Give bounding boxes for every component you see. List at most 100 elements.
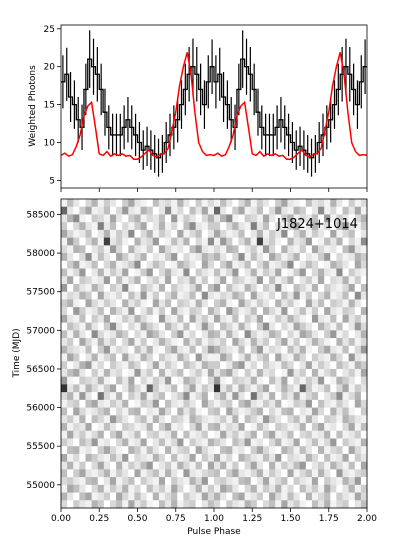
phaseogram-cell bbox=[244, 384, 252, 393]
phaseogram-cell bbox=[360, 461, 368, 470]
phaseogram-cell bbox=[311, 361, 319, 370]
phaseogram-cell bbox=[311, 423, 319, 432]
phaseogram-cell bbox=[67, 368, 74, 378]
phaseogram-cell bbox=[201, 338, 209, 347]
phaseogram-cell bbox=[67, 322, 74, 331]
phaseogram-cell bbox=[97, 299, 105, 308]
phaseogram-cell bbox=[256, 314, 264, 324]
phaseogram-cell bbox=[67, 237, 74, 246]
phaseogram-cell bbox=[195, 260, 203, 269]
phaseogram-cell bbox=[299, 446, 307, 455]
phaseogram-cell bbox=[128, 283, 135, 293]
phaseogram-cell bbox=[85, 361, 92, 370]
phaseogram-cell bbox=[348, 268, 356, 277]
phaseogram-cell bbox=[103, 430, 111, 439]
phaseogram-cell bbox=[232, 500, 239, 509]
phaseogram-cell bbox=[305, 276, 313, 285]
phaseogram-cell bbox=[140, 237, 148, 246]
phaseogram-cell bbox=[97, 492, 105, 501]
phaseogram-cell bbox=[73, 361, 80, 370]
phaseogram-cell bbox=[269, 214, 276, 223]
phaseogram-cell bbox=[226, 314, 233, 324]
phaseogram-cell bbox=[85, 368, 92, 378]
phaseogram-cell bbox=[281, 314, 288, 324]
phaseogram-cell bbox=[183, 222, 190, 231]
phaseogram-cell bbox=[109, 314, 117, 324]
phaseogram-cell bbox=[269, 353, 276, 362]
phaseogram-x-tick-label: 0.25 bbox=[89, 514, 109, 524]
phaseogram-cell bbox=[61, 260, 68, 269]
phaseogram-cell bbox=[171, 330, 178, 339]
phaseogram-cell bbox=[67, 283, 74, 293]
phaseogram-cell bbox=[122, 376, 129, 385]
phaseogram-cell bbox=[183, 392, 190, 401]
phaseogram-cell bbox=[275, 438, 282, 447]
phaseogram-cell bbox=[262, 268, 270, 277]
phaseogram-cell bbox=[128, 446, 135, 455]
phaseogram-cell bbox=[207, 500, 215, 509]
phaseogram-cell bbox=[195, 461, 203, 470]
phaseogram-cell bbox=[97, 199, 105, 208]
phaseogram-cell bbox=[214, 338, 221, 347]
phaseogram-cell bbox=[134, 199, 141, 208]
phaseogram-cell bbox=[73, 206, 80, 215]
phaseogram-cell bbox=[305, 361, 313, 370]
phaseogram-cell bbox=[232, 361, 239, 370]
phaseogram-cell bbox=[140, 407, 148, 416]
phaseogram-cell bbox=[165, 338, 172, 347]
profile-x-ticks bbox=[60, 188, 368, 192]
phaseogram-cell bbox=[146, 384, 154, 393]
phaseogram-cell bbox=[134, 283, 141, 293]
phaseogram-cell bbox=[311, 222, 319, 231]
phaseogram-cell bbox=[79, 430, 86, 439]
phaseogram-cell bbox=[330, 423, 337, 432]
phaseogram-cell bbox=[311, 461, 319, 470]
phaseogram-cell bbox=[336, 291, 343, 300]
phaseogram-cell bbox=[201, 214, 209, 223]
phaseogram-cell bbox=[214, 392, 221, 401]
phaseogram-cell bbox=[275, 384, 282, 393]
phaseogram-cell bbox=[232, 345, 239, 354]
phaseogram-cell bbox=[342, 237, 350, 246]
phaseogram-cell bbox=[287, 322, 294, 331]
phaseogram-cell bbox=[140, 368, 148, 378]
phaseogram-cell bbox=[85, 330, 92, 339]
phaseogram-cell bbox=[336, 330, 343, 339]
phaseogram-cell bbox=[348, 199, 356, 208]
phaseogram-cell bbox=[103, 477, 111, 486]
phaseogram-cell bbox=[244, 430, 252, 439]
phaseogram-cell bbox=[128, 500, 135, 509]
phaseogram-cell bbox=[171, 461, 178, 470]
phaseogram-cell bbox=[103, 237, 111, 246]
phaseogram-cell bbox=[189, 423, 197, 432]
phaseogram-cell bbox=[214, 330, 221, 339]
phaseogram-x-tick-label: 2.00 bbox=[357, 514, 377, 524]
phaseogram-cell bbox=[299, 322, 307, 331]
phaseogram-cell bbox=[299, 407, 307, 416]
phaseogram-cell bbox=[311, 237, 319, 246]
phaseogram-cell bbox=[177, 469, 184, 478]
phaseogram-cell bbox=[189, 260, 197, 269]
phaseogram-cell bbox=[134, 338, 141, 347]
phaseogram-cell bbox=[146, 229, 154, 239]
phaseogram-cell bbox=[134, 345, 141, 354]
phaseogram-cell bbox=[220, 307, 227, 316]
phaseogram-cell bbox=[238, 299, 245, 308]
phaseogram-cell bbox=[201, 430, 209, 439]
phaseogram-cell bbox=[134, 222, 141, 231]
phaseogram-cell bbox=[256, 291, 264, 300]
phaseogram-cell bbox=[299, 500, 307, 509]
phaseogram-cell bbox=[305, 484, 313, 493]
phaseogram-cell bbox=[324, 214, 331, 223]
phaseogram-cell bbox=[324, 222, 331, 231]
phaseogram-cell bbox=[134, 376, 141, 385]
phaseogram-cell bbox=[262, 229, 270, 239]
phaseogram-cell bbox=[103, 384, 111, 393]
phaseogram-cell bbox=[293, 438, 301, 447]
phaseogram-cell bbox=[73, 299, 80, 308]
phaseogram-cell bbox=[146, 368, 154, 378]
phaseogram-cell bbox=[67, 245, 74, 254]
phaseogram-cell bbox=[189, 314, 197, 324]
phaseogram-cell bbox=[189, 330, 197, 339]
phaseogram-cell bbox=[336, 260, 343, 269]
